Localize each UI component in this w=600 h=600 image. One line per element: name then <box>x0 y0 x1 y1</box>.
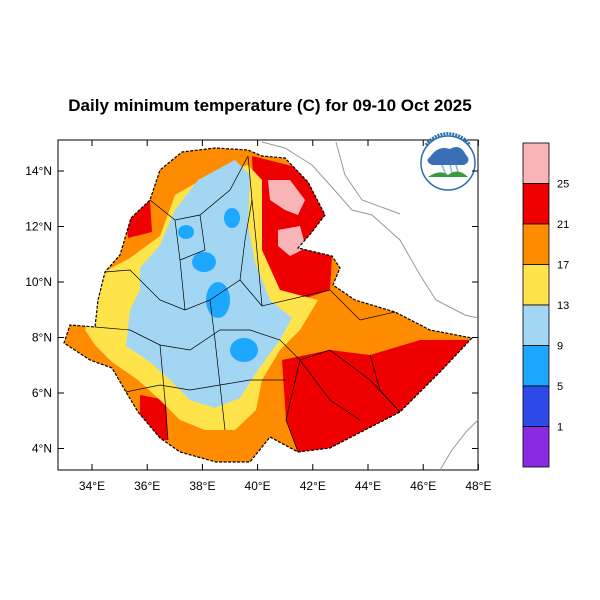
zone-red-southeast <box>282 340 470 452</box>
legend-label: 25 <box>557 179 569 191</box>
zone-pink-afar-2 <box>278 226 306 256</box>
y-tick-label: 10°N <box>25 275 52 289</box>
zone-blue-north <box>192 252 216 272</box>
legend-swatch <box>522 264 550 306</box>
map-title: Daily minimum temperature (C) for 09-10 … <box>68 96 472 115</box>
x-tick-label: 36°E <box>134 479 160 493</box>
legend-label: 21 <box>557 219 569 231</box>
y-tick-label: 14°N <box>25 164 52 178</box>
y-axis-ticks: 14°N 12°N 10°N 8°N 6°N 4°N <box>25 164 478 456</box>
y-tick-label: 4°N <box>32 442 52 456</box>
admin-boundaries <box>94 155 401 453</box>
zone-pink-afar <box>268 180 305 215</box>
legend-label: 1 <box>557 422 563 434</box>
legend-label: 5 <box>557 381 563 393</box>
y-tick-label: 12°N <box>25 220 52 234</box>
legend-swatch <box>522 345 550 387</box>
x-tick-label: 44°E <box>355 479 381 493</box>
legend-swatch <box>522 183 550 225</box>
legend-label: 9 <box>557 341 563 353</box>
legend-swatch <box>522 385 550 427</box>
color-legend: 25 21 17 13 9 5 1 <box>522 142 569 468</box>
x-axis-ticks: 34°E 36°E 38°E 40°E 42°E 44°E 46°E 48°E <box>79 140 491 493</box>
country-border <box>63 147 474 463</box>
legend-label: 13 <box>557 300 569 312</box>
x-tick-label: 34°E <box>79 479 105 493</box>
legend-label: 17 <box>557 260 569 272</box>
zone-blue-west <box>178 225 194 239</box>
x-tick-label: 40°E <box>245 479 271 493</box>
y-tick-label: 6°N <box>32 386 52 400</box>
legend-swatch <box>522 142 550 184</box>
x-tick-label: 48°E <box>465 479 491 493</box>
zone-blue-east <box>230 338 258 362</box>
legend-swatch <box>522 223 550 265</box>
x-tick-label: 38°E <box>189 479 215 493</box>
legend-swatch <box>522 426 550 468</box>
y-tick-label: 8°N <box>32 331 52 345</box>
institute-logo <box>420 132 476 191</box>
zone-blue-upper <box>224 208 240 228</box>
legend-swatch <box>522 304 550 346</box>
x-tick-label: 46°E <box>410 479 436 493</box>
x-tick-label: 42°E <box>300 479 326 493</box>
zone-red-northwest <box>126 200 152 238</box>
